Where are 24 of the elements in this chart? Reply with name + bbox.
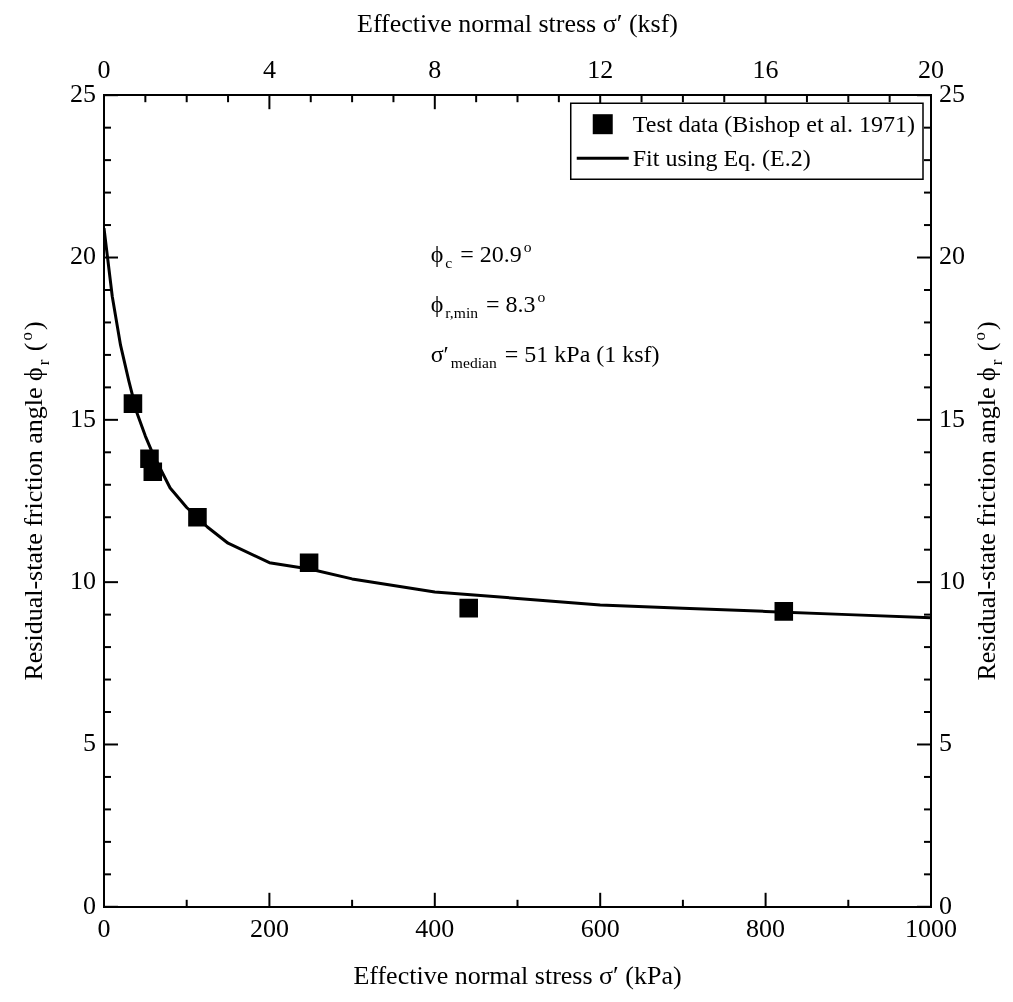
y-axis-title: Residual-state friction angle ϕr (o): [16, 321, 53, 681]
y2-tick-label: 5: [939, 728, 952, 758]
y2-tick-label: 10: [939, 565, 965, 595]
x-tick-label: 600: [580, 914, 620, 944]
x-axis-title: Effective normal stress σ′ (kPa): [353, 961, 682, 990]
legend-label: Test data (Bishop et al. 1971): [632, 111, 916, 138]
y-tick-label: 10: [70, 565, 96, 595]
y-tick-label: 15: [70, 403, 96, 433]
x2-tick-label: 8: [428, 55, 442, 85]
x-tick-label: 200: [249, 914, 289, 944]
x2-tick-label: 16: [752, 55, 779, 85]
y-tick-label: 0: [83, 890, 96, 920]
x2-tick-label: 12: [587, 55, 614, 85]
x2-axis-title: Effective normal stress σ′ (ksf): [356, 9, 679, 38]
legend-label: Fit using Eq. (E.2): [632, 145, 811, 172]
y2-tick-label: 15: [939, 403, 965, 433]
y-tick-label: 25: [70, 79, 96, 109]
x-tick-label: 400: [415, 914, 455, 944]
x-tick-label: 800: [746, 914, 786, 944]
x2-tick-label: 4: [262, 55, 276, 85]
y2-axis-title: Residual-state friction angle ϕr (o): [969, 321, 1006, 681]
y2-tick-label: 20: [939, 241, 965, 271]
y-tick-label: 5: [83, 728, 96, 758]
y-tick-label: 20: [70, 241, 96, 271]
